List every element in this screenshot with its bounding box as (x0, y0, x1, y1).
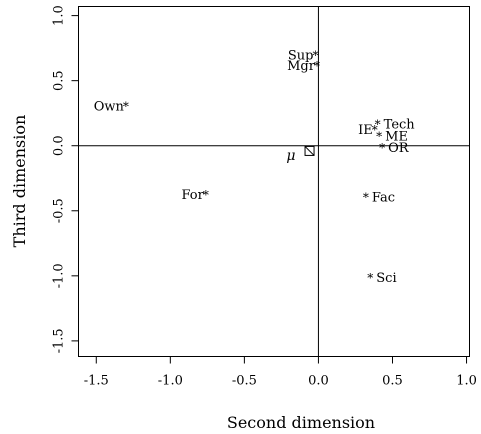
point-marker: * (379, 141, 385, 155)
point-for: *For (182, 188, 209, 203)
centroid-marker: μ (286, 145, 315, 164)
y-tick-label: -0.5 (52, 198, 67, 223)
y-tick-label: 1.0 (52, 5, 67, 26)
centroid-square (304, 145, 315, 156)
point-marker: * (123, 99, 129, 113)
point-mgr: *Mgr (287, 59, 320, 74)
point-label: Mgr (287, 59, 316, 74)
x-tick-label: -1.5 (84, 374, 109, 389)
point-label: Own (94, 99, 125, 114)
point-marker: * (312, 49, 318, 63)
y-tick-label: 0.0 (52, 135, 67, 156)
point-marker: * (376, 129, 382, 143)
point-tech: * Tech (375, 118, 416, 133)
centroid-diagonal (304, 146, 315, 156)
point-fac: * Fac (363, 190, 395, 205)
x-tick-label: 1.0 (456, 374, 477, 389)
y-tick-label: -1.5 (52, 328, 67, 353)
y-axis: -1.5 -1.0 -0.5 0.0 0.5 1.0 (52, 5, 79, 353)
x-tick-label: -0.5 (232, 374, 257, 389)
point-sup: *Sup (288, 49, 319, 64)
centroid-label: μ (286, 148, 295, 164)
x-axis: -1.5 -1.0 -0.5 0.0 0.5 1.0 (84, 356, 477, 389)
point-label: For (182, 188, 205, 203)
point-marker: * (314, 59, 320, 73)
plot-frame (78, 6, 470, 357)
point-or: * OR (379, 141, 410, 156)
point-marker: * (363, 190, 369, 204)
point-marker: * (372, 123, 378, 137)
point-label: OR (388, 141, 410, 156)
x-tick-label: 0.5 (382, 374, 403, 389)
y-axis-label: Third dimension (10, 115, 29, 248)
point-label: Tech (384, 118, 416, 133)
point-own: *Own (94, 99, 129, 114)
y-tick-label: 0.5 (52, 70, 67, 91)
point-label: IE (358, 123, 373, 138)
x-tick-label: 0.0 (308, 374, 329, 389)
point-label: Sci (376, 271, 396, 286)
point-label: ME (385, 129, 408, 144)
data-points: *Sup*Mgr*Own*IE * Tech* ME* OR*For * Fac* Sci (94, 49, 416, 286)
point-marker: * (375, 118, 381, 132)
point-marker: * (203, 188, 209, 202)
point-me: * ME (376, 129, 408, 144)
point-marker: * (367, 271, 373, 285)
point-ie: *IE (358, 123, 378, 138)
point-label: Sup (288, 49, 314, 64)
y-tick-label: -1.0 (52, 263, 67, 288)
x-tick-label: -1.0 (158, 374, 183, 389)
x-axis-label: Second dimension (227, 413, 375, 432)
point-sci: * Sci (367, 271, 396, 286)
point-label: Fac (372, 190, 395, 205)
